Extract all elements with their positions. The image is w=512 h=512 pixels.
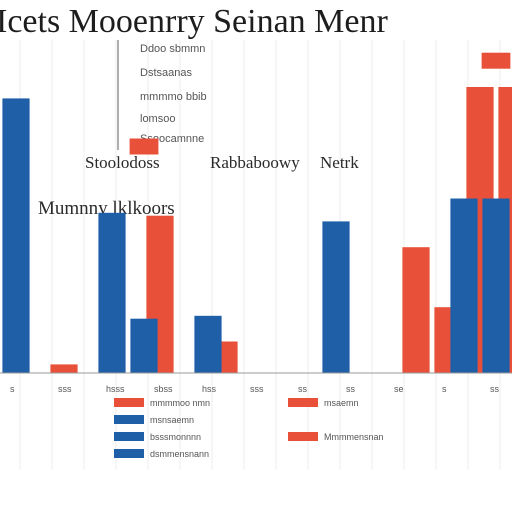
legend-label: mmmmoo nmn [150, 398, 210, 408]
bar-b-red [50, 364, 78, 373]
subtitle-label: Rabbaboowy [210, 153, 300, 172]
annotation: Mumnny lklkoors [38, 198, 175, 219]
tick-label: sss [250, 384, 264, 394]
x-ticks: s sss hsss sbss hss sss ss ss se s ss [10, 384, 500, 394]
subtitle-label: Stoolodoss [85, 153, 160, 172]
subtitle-label: Netrk [320, 153, 359, 172]
tick-label: hss [202, 384, 217, 394]
bar-k-blue [322, 221, 350, 373]
tick-label: ss [346, 384, 356, 394]
bar-g-blue [194, 315, 222, 373]
legend-swatch [114, 449, 144, 458]
bar-o-blue [450, 198, 478, 373]
legend-swatch [288, 432, 318, 441]
tick-label: hsss [106, 384, 125, 394]
tick-label: ss [490, 384, 500, 394]
legend-swatch [114, 432, 144, 441]
bar-a-blue [2, 98, 30, 374]
bars [2, 52, 512, 374]
bar-m-red [402, 247, 430, 373]
menu-line: lomsoo [140, 113, 175, 125]
legend-label: dsmmensnann [150, 449, 209, 459]
bar-p-blue [482, 198, 510, 373]
legend-swatch [114, 398, 144, 407]
bar-d-blue [98, 212, 126, 373]
chart-title: Icets Mooenrry Seinan Menr [0, 3, 389, 40]
bar-cap [129, 138, 159, 155]
tick-label: s [10, 384, 15, 394]
legend-label: bsssmonnnn [150, 432, 201, 442]
bar-e-blue [130, 318, 158, 373]
tick-label: ss [298, 384, 308, 394]
bar-cap [481, 52, 511, 69]
legend-label: msnsaemn [150, 415, 194, 425]
legend-swatch [288, 398, 318, 407]
tick-label: sbss [154, 384, 173, 394]
tick-label: s [442, 384, 447, 394]
legend-label: msaemn [324, 398, 359, 408]
tick-label: sss [58, 384, 72, 394]
menu-block: Ddoo sbmmn Dstsaanas mmmmo bbib lomsoo S… [117, 40, 207, 150]
menu-line: Dstsaanas [140, 67, 192, 79]
tick-label: se [394, 384, 404, 394]
legend-swatch [114, 415, 144, 424]
menu-line: Ddoo sbmmn [140, 43, 205, 55]
legend-label: Mmmmensnan [324, 432, 384, 442]
menu-line: mmmmo bbib [140, 91, 207, 103]
legend: mmmmoo nmn msnsaemn bsssmonnnn dsmmensnann m… [114, 398, 384, 459]
